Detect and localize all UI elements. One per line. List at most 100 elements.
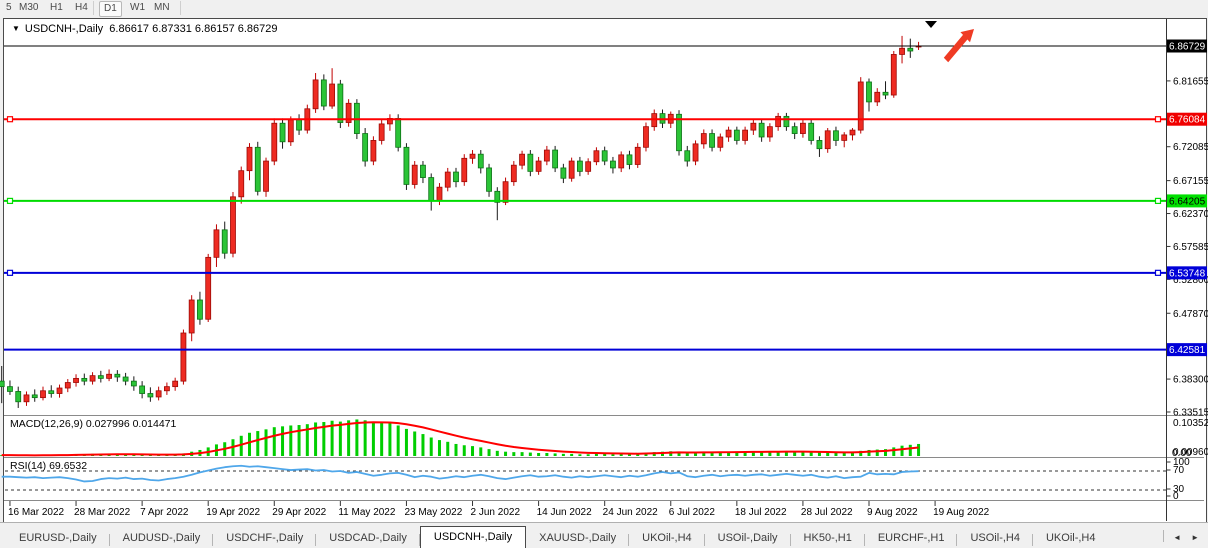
macd-histogram-bar xyxy=(256,431,260,456)
timeframe-button-d1[interactable]: D1 xyxy=(99,1,122,17)
candle xyxy=(643,126,649,148)
tab-hk50-h1[interactable]: HK50-,H1 xyxy=(791,528,866,548)
macd-histogram-bar xyxy=(867,449,871,456)
macd-histogram-bar xyxy=(842,452,846,456)
macd-histogram-bar xyxy=(537,452,541,456)
resistance-line-red-handle[interactable] xyxy=(6,116,14,123)
support-line-blue-upper-handle[interactable] xyxy=(1154,269,1162,276)
macd-histogram-bar xyxy=(338,421,342,456)
timeframe-button-h4[interactable]: H4 xyxy=(75,2,88,13)
candle xyxy=(89,375,96,382)
candle xyxy=(345,102,352,123)
candle xyxy=(81,377,88,382)
tab-usdchf-daily[interactable]: USDCHF-,Daily xyxy=(213,528,317,548)
macd-histogram-bar xyxy=(677,451,681,456)
timeframe-button-5[interactable]: 5 xyxy=(6,2,12,13)
chart-ohlc-values: 6.86617 6.87331 6.86157 6.86729 xyxy=(109,23,278,35)
tab-usoil-daily[interactable]: USOil-,Daily xyxy=(705,528,791,548)
timeframe-button-h1[interactable]: H1 xyxy=(50,2,63,13)
rsi-scale-label: 100 xyxy=(1173,457,1190,468)
candle xyxy=(849,129,856,136)
price-badge xyxy=(1167,39,1207,53)
date-axis-label: 23 May 2022 xyxy=(404,507,462,518)
macd-histogram-bar xyxy=(760,451,764,456)
rsi-indicator-label: RSI(14) 69.6532 xyxy=(10,460,88,472)
candle xyxy=(866,81,872,103)
candle xyxy=(271,122,278,162)
tab-ukoil-h4[interactable]: UKOil-,H4 xyxy=(629,528,705,548)
candle xyxy=(453,171,459,183)
tab-ukoil-h4-2[interactable]: UKOil-,H4 xyxy=(1045,532,1096,544)
macd-histogram-bar xyxy=(743,451,747,456)
tab-eurusd-daily[interactable]: EURUSD-,Daily xyxy=(6,528,110,548)
candle xyxy=(172,380,179,388)
chart-title: ▼ USDCNH-,Daily 6.86617 6.87331 6.86157 6… xyxy=(12,23,278,35)
symbol-tabs: EURUSD-,Daily AUDUSD-,Daily USDCHF-,Daily U… xyxy=(0,523,1208,548)
price-badge-label: 6.76084 xyxy=(1169,115,1206,126)
timeframe-button-m30[interactable]: M30 xyxy=(19,2,39,13)
support-line-blue-upper-handle[interactable] xyxy=(6,269,14,276)
tab-scroll-right-button[interactable]: ► xyxy=(1191,533,1199,542)
candle xyxy=(378,123,385,141)
timeframe-button-w1[interactable]: W1 xyxy=(130,2,145,13)
candle xyxy=(106,373,112,379)
candle xyxy=(411,164,418,185)
candle xyxy=(725,129,732,138)
macd-histogram-bar xyxy=(834,452,838,456)
macd-histogram-bar xyxy=(239,435,243,456)
macd-histogram-bar xyxy=(611,454,615,456)
macd-histogram-bar xyxy=(396,425,400,456)
candle xyxy=(147,393,154,398)
candle xyxy=(585,161,592,172)
candle xyxy=(907,47,914,52)
tab-usdcad-daily[interactable]: USDCAD-,Daily xyxy=(316,528,420,548)
trend-arrow-annotation[interactable] xyxy=(943,29,974,63)
price-axis-label: 6.81655 xyxy=(1173,76,1208,87)
price-axis-label: 6.62370 xyxy=(1173,209,1208,220)
macd-histogram-bar xyxy=(272,427,276,456)
macd-histogram-bar xyxy=(380,422,384,456)
macd-histogram-bar xyxy=(363,420,367,456)
date-axis-label: 16 Mar 2022 xyxy=(8,507,65,518)
chart-dropdown-icon[interactable]: ▼ xyxy=(12,24,20,33)
macd-histogram-bar xyxy=(347,420,351,456)
tab-audusd-daily[interactable]: AUDUSD-,Daily xyxy=(110,528,214,548)
macd-histogram-bar xyxy=(322,422,326,456)
candle xyxy=(130,380,137,387)
tab-scroll-left-button[interactable]: ◄ xyxy=(1173,533,1182,542)
macd-histogram-bar xyxy=(471,446,475,456)
macd-histogram-bar xyxy=(727,451,731,456)
candle xyxy=(469,153,476,159)
macd-histogram-bar xyxy=(685,452,689,456)
candle xyxy=(808,122,815,141)
timeframe-button-mn[interactable]: MN xyxy=(154,2,170,13)
macd-histogram-bar xyxy=(504,451,508,456)
candle xyxy=(593,150,600,163)
candle xyxy=(824,130,831,150)
candle xyxy=(0,380,5,388)
candle xyxy=(800,122,806,134)
candle xyxy=(527,153,534,172)
candle xyxy=(568,160,575,179)
tab-usoil-h4[interactable]: USOil-,H4 xyxy=(957,528,1033,548)
candle xyxy=(816,140,823,150)
candle xyxy=(610,160,616,169)
candle xyxy=(543,149,550,162)
tab-eurchf-h1[interactable]: EURCHF-,H1 xyxy=(865,528,958,548)
candle xyxy=(254,146,261,192)
tab-xauusd-daily[interactable]: XAUUSD-,Daily xyxy=(526,528,630,548)
tab-usdcnh-daily[interactable]: USDCNH-,Daily xyxy=(419,526,527,548)
support-line-green-handle[interactable] xyxy=(1154,197,1162,205)
macd-histogram-bar xyxy=(281,426,285,456)
candle xyxy=(114,373,121,378)
macd-histogram-bar xyxy=(809,452,813,456)
candle xyxy=(337,83,344,123)
resistance-line-red-handle[interactable] xyxy=(1154,116,1162,123)
candle xyxy=(461,157,468,183)
candle xyxy=(676,113,682,152)
support-line-green-handle[interactable] xyxy=(6,197,14,205)
macd-histogram-bar xyxy=(148,455,152,456)
macd-histogram-bar xyxy=(570,453,574,456)
